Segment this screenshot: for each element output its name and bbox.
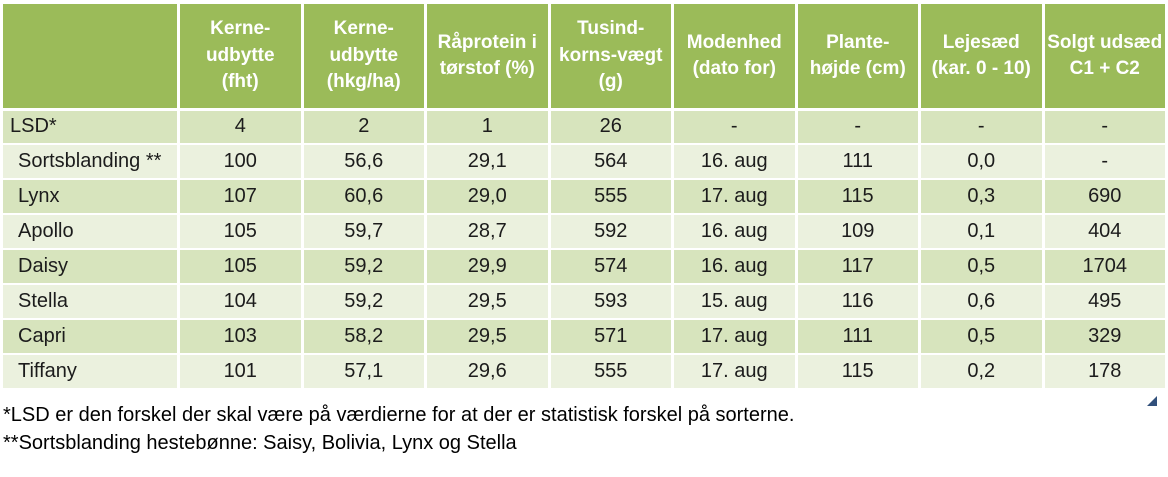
data-cell: 105	[177, 213, 304, 250]
data-cell: 58,2	[300, 318, 427, 355]
data-cell: -	[918, 108, 1045, 145]
row-name-cell: Lynx	[0, 178, 180, 215]
data-cell: -	[1041, 108, 1168, 145]
data-cell: 29,5	[424, 318, 551, 355]
data-cell: 115	[794, 178, 921, 215]
column-header: Tusind- korns-vægt (g)	[547, 2, 674, 111]
data-cell: 28,7	[424, 213, 551, 250]
column-header: Solgt udsæd C1 + C2	[1041, 2, 1168, 111]
page: Kerne- udbytte (fht) Kerne- udbytte (hkg/…	[0, 2, 1168, 457]
data-cell: 26	[547, 108, 674, 145]
table-row: Stella 104 59,2 29,5 593 15. aug 116 0,6 495	[0, 283, 1168, 320]
column-header: Råprotein i tørstof (%)	[424, 2, 551, 111]
data-cell: 16. aug	[671, 213, 798, 250]
data-cell: 17. aug	[671, 318, 798, 355]
data-cell: 593	[547, 283, 674, 320]
data-cell: 15. aug	[671, 283, 798, 320]
table-row: Capri 103 58,2 29,5 571 17. aug 111 0,5 329	[0, 318, 1168, 355]
data-cell: 103	[177, 318, 304, 355]
data-cell: 16. aug	[671, 143, 798, 180]
data-cell: 0,3	[918, 178, 1045, 215]
table-header-row: Kerne- udbytte (fht) Kerne- udbytte (hkg/…	[0, 2, 1168, 111]
data-cell: 59,2	[300, 248, 427, 285]
table-row: Sortsblanding ** 100 56,6 29,1 564 16. aug 111…	[0, 143, 1168, 180]
column-header: Kerne- udbytte (fht)	[177, 2, 304, 111]
corner-header-cell	[0, 2, 180, 111]
row-name-cell: Apollo	[0, 213, 180, 250]
data-cell: 17. aug	[671, 178, 798, 215]
data-cell: 29,0	[424, 178, 551, 215]
column-header: Kerne- udbytte (hkg/ha)	[300, 2, 427, 111]
row-name-cell: Daisy	[0, 248, 180, 285]
data-cell: 100	[177, 143, 304, 180]
data-cell: 29,1	[424, 143, 551, 180]
data-cell: 107	[177, 178, 304, 215]
data-cell: 0,0	[918, 143, 1045, 180]
data-cell: 111	[794, 318, 921, 355]
footnotes: *LSD er den forskel der skal være på vær…	[0, 401, 1168, 457]
data-cell: 101	[177, 353, 304, 390]
data-cell: 29,9	[424, 248, 551, 285]
column-header: Modenhed (dato for)	[671, 2, 798, 111]
data-cell: 111	[794, 143, 921, 180]
data-cell: 29,5	[424, 283, 551, 320]
table-row: Tiffany 101 57,1 29,6 555 17. aug 115 0,2 178	[0, 353, 1168, 390]
data-cell: 4	[177, 108, 304, 145]
table-row: Apollo 105 59,7 28,7 592 16. aug 109 0,1 404	[0, 213, 1168, 250]
data-cell: 116	[794, 283, 921, 320]
data-cell: 109	[794, 213, 921, 250]
row-name-cell: Sortsblanding **	[0, 143, 180, 180]
footnote-sortsblanding: **Sortsblanding hestebønne: Saisy, Boliv…	[3, 432, 517, 454]
data-cell: 571	[547, 318, 674, 355]
data-cell: 592	[547, 213, 674, 250]
data-cell: 0,5	[918, 248, 1045, 285]
row-name-cell: Capri	[0, 318, 180, 355]
data-cell: 60,6	[300, 178, 427, 215]
data-cell: 0,6	[918, 283, 1045, 320]
data-cell: -	[671, 108, 798, 145]
data-cell: 178	[1041, 353, 1168, 390]
data-cell: 115	[794, 353, 921, 390]
data-cell: 0,2	[918, 353, 1045, 390]
data-cell: 117	[794, 248, 921, 285]
data-cell: 29,6	[424, 353, 551, 390]
data-cell: 57,1	[300, 353, 427, 390]
table-body: LSD* 4 2 1 26- - - - Sortsblanding ** 100 56,6 29,1…	[0, 108, 1168, 390]
table-row: LSD* 4 2 1 26- - - -	[0, 108, 1168, 145]
data-cell: 59,7	[300, 213, 427, 250]
data-cell: 495	[1041, 283, 1168, 320]
table-resize-handle-icon[interactable]	[1147, 396, 1157, 406]
column-header: Lejesæd (kar. 0 - 10)	[918, 2, 1045, 111]
data-cell: 59,2	[300, 283, 427, 320]
table-header: Kerne- udbytte (fht) Kerne- udbytte (hkg/…	[0, 2, 1168, 111]
data-cell: 105	[177, 248, 304, 285]
data-cell: 574	[547, 248, 674, 285]
row-name-cell: Stella	[0, 283, 180, 320]
data-cell: 555	[547, 353, 674, 390]
data-cell: 404	[1041, 213, 1168, 250]
data-cell: 564	[547, 143, 674, 180]
table-row: Lynx 107 60,6 29,0 555 17. aug 115 0,3 690	[0, 178, 1168, 215]
data-cell: -	[794, 108, 921, 145]
data-cell: -	[1041, 143, 1168, 180]
data-cell: 2	[300, 108, 427, 145]
column-header: Plante- højde (cm)	[794, 2, 921, 111]
varieties-table: Kerne- udbytte (fht) Kerne- udbytte (hkg/…	[0, 2, 1168, 390]
data-cell: 555	[547, 178, 674, 215]
data-cell: 0,5	[918, 318, 1045, 355]
data-cell: 690	[1041, 178, 1168, 215]
data-cell: 17. aug	[671, 353, 798, 390]
data-cell: 16. aug	[671, 248, 798, 285]
data-cell: 104	[177, 283, 304, 320]
footnote-lsd: *LSD er den forskel der skal være på vær…	[3, 404, 795, 426]
row-name-cell: LSD*	[0, 108, 180, 145]
data-cell: 1704	[1041, 248, 1168, 285]
table-row: Daisy 105 59,2 29,9 574 16. aug 117 0,5 1704	[0, 248, 1168, 285]
data-cell: 1	[424, 108, 551, 145]
data-cell: 329	[1041, 318, 1168, 355]
data-cell: 56,6	[300, 143, 427, 180]
row-name-cell: Tiffany	[0, 353, 180, 390]
data-cell: 0,1	[918, 213, 1045, 250]
